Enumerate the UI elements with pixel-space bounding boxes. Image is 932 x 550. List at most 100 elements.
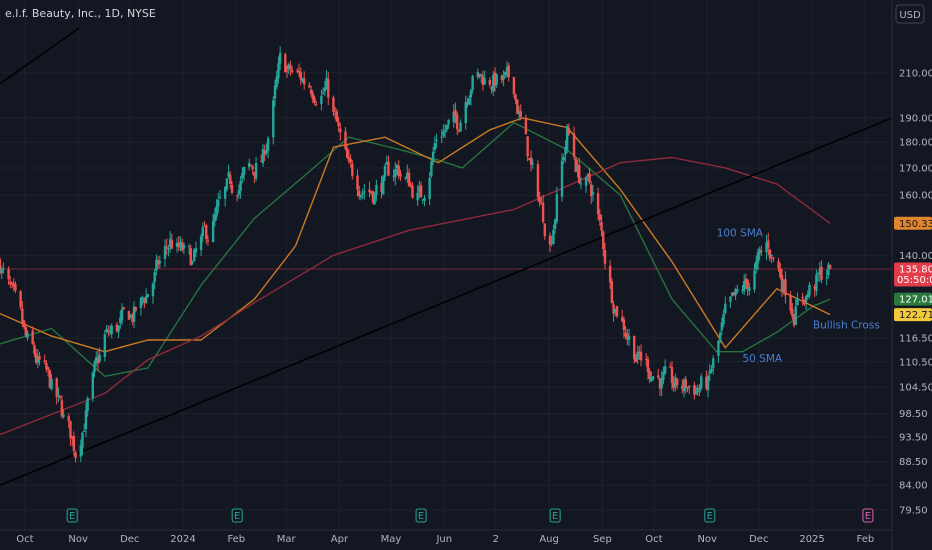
candle-body bbox=[129, 315, 132, 318]
candle-body bbox=[516, 99, 519, 114]
candle-body bbox=[627, 336, 631, 341]
series-line bbox=[0, 121, 831, 377]
candle-body bbox=[411, 185, 414, 198]
candle-body bbox=[576, 165, 579, 171]
candle-body bbox=[681, 385, 684, 390]
earnings-marker-box bbox=[66, 508, 78, 523]
candle-body bbox=[495, 74, 498, 85]
candle-body bbox=[650, 376, 653, 382]
candle-body bbox=[371, 191, 375, 203]
candle-body bbox=[337, 121, 340, 127]
candle-body bbox=[780, 274, 784, 292]
candle-body bbox=[696, 388, 699, 390]
price-tag-box bbox=[894, 216, 932, 230]
candle-body bbox=[791, 309, 794, 317]
candle-body bbox=[43, 360, 46, 363]
candle-body bbox=[748, 287, 751, 291]
candle-body bbox=[91, 372, 95, 399]
candle-body bbox=[536, 164, 540, 198]
candle-body bbox=[325, 77, 328, 90]
candle-body bbox=[481, 76, 485, 85]
candle-body bbox=[395, 165, 399, 169]
candle-body bbox=[297, 71, 301, 73]
candle-body bbox=[483, 78, 486, 85]
candle-body bbox=[454, 109, 457, 116]
candle-body bbox=[517, 112, 521, 114]
candle-body bbox=[820, 267, 823, 280]
candle-body bbox=[203, 225, 206, 227]
candle-body bbox=[565, 126, 569, 150]
candle-body bbox=[107, 330, 110, 333]
candle-body bbox=[603, 249, 607, 264]
candle-body bbox=[564, 146, 567, 155]
x-tick-label: Aug bbox=[539, 534, 559, 545]
candle-body bbox=[263, 150, 266, 155]
candle-body bbox=[213, 214, 217, 222]
candle-body bbox=[105, 328, 108, 332]
candle-body bbox=[452, 111, 455, 123]
currency-label: USD bbox=[899, 10, 921, 21]
candle-body bbox=[705, 376, 708, 389]
candle-body bbox=[363, 191, 366, 193]
candle-body bbox=[144, 296, 148, 304]
candle-body bbox=[602, 231, 605, 250]
candle-body bbox=[591, 192, 595, 195]
candle-body bbox=[254, 163, 258, 179]
candle-body bbox=[801, 296, 804, 299]
candle-body bbox=[767, 240, 770, 249]
candle-body bbox=[361, 192, 364, 195]
price-tag: 122.71 bbox=[894, 308, 932, 322]
annotation-label: 50 SMA bbox=[742, 353, 782, 365]
candle-body bbox=[638, 351, 641, 353]
candle-body bbox=[251, 166, 254, 170]
candle-body bbox=[431, 151, 435, 162]
candle-body bbox=[146, 293, 150, 298]
x-tick-label: May bbox=[381, 534, 402, 545]
candle-body bbox=[33, 344, 36, 354]
y-tick-label: 84.00 bbox=[899, 481, 928, 492]
candle-body bbox=[730, 292, 734, 296]
time-axis[interactable]: Oct Nov Dec 2024 Feb Mar Apr May Jun 2 Aug Sep Oct No… bbox=[0, 529, 892, 545]
candle-body bbox=[765, 242, 768, 253]
y-tick-label: 180.00 bbox=[899, 138, 932, 149]
candle-body bbox=[746, 279, 749, 290]
candle-body bbox=[235, 195, 239, 197]
series-line bbox=[0, 156, 831, 436]
candle-body bbox=[700, 376, 703, 389]
candle-body bbox=[598, 214, 602, 221]
candle-body bbox=[407, 172, 411, 187]
candle-body bbox=[74, 452, 77, 458]
candle-body bbox=[722, 313, 725, 325]
candle-body bbox=[79, 445, 82, 457]
candle-body bbox=[560, 160, 564, 197]
earnings-marker: E bbox=[66, 508, 78, 523]
candle-body bbox=[242, 166, 246, 175]
candle-body bbox=[36, 356, 40, 363]
candle-body bbox=[600, 222, 603, 231]
candle-body bbox=[828, 264, 832, 270]
price-axis[interactable]: 210.00 190.00 180.00 170.00 160.00 140.00 116.… bbox=[891, 0, 932, 550]
candle-body bbox=[175, 242, 179, 247]
candle-body bbox=[636, 351, 639, 360]
candle-body bbox=[562, 156, 565, 161]
earnings-marker-label: E bbox=[552, 511, 558, 522]
earnings-marker-box bbox=[415, 508, 427, 523]
candle-body bbox=[813, 286, 816, 289]
chart-title: e.l.f. Beauty, Inc., 1D, NYSE bbox=[5, 7, 156, 20]
price-tag: 150.33 bbox=[894, 216, 932, 230]
currency-button[interactable]: USD bbox=[895, 4, 925, 24]
candle-body bbox=[370, 191, 373, 194]
candle-body bbox=[96, 358, 100, 364]
candle-body bbox=[669, 366, 672, 368]
candle-body bbox=[729, 296, 732, 303]
candle-body bbox=[584, 177, 588, 186]
y-tick-label: 88.50 bbox=[899, 457, 928, 468]
candle-body bbox=[755, 261, 758, 270]
candle-body bbox=[38, 356, 41, 360]
candle-body bbox=[675, 378, 679, 386]
candle-body bbox=[158, 260, 162, 264]
candle-body bbox=[471, 75, 474, 91]
price-tag-box bbox=[894, 308, 932, 322]
candle-body bbox=[404, 177, 407, 179]
